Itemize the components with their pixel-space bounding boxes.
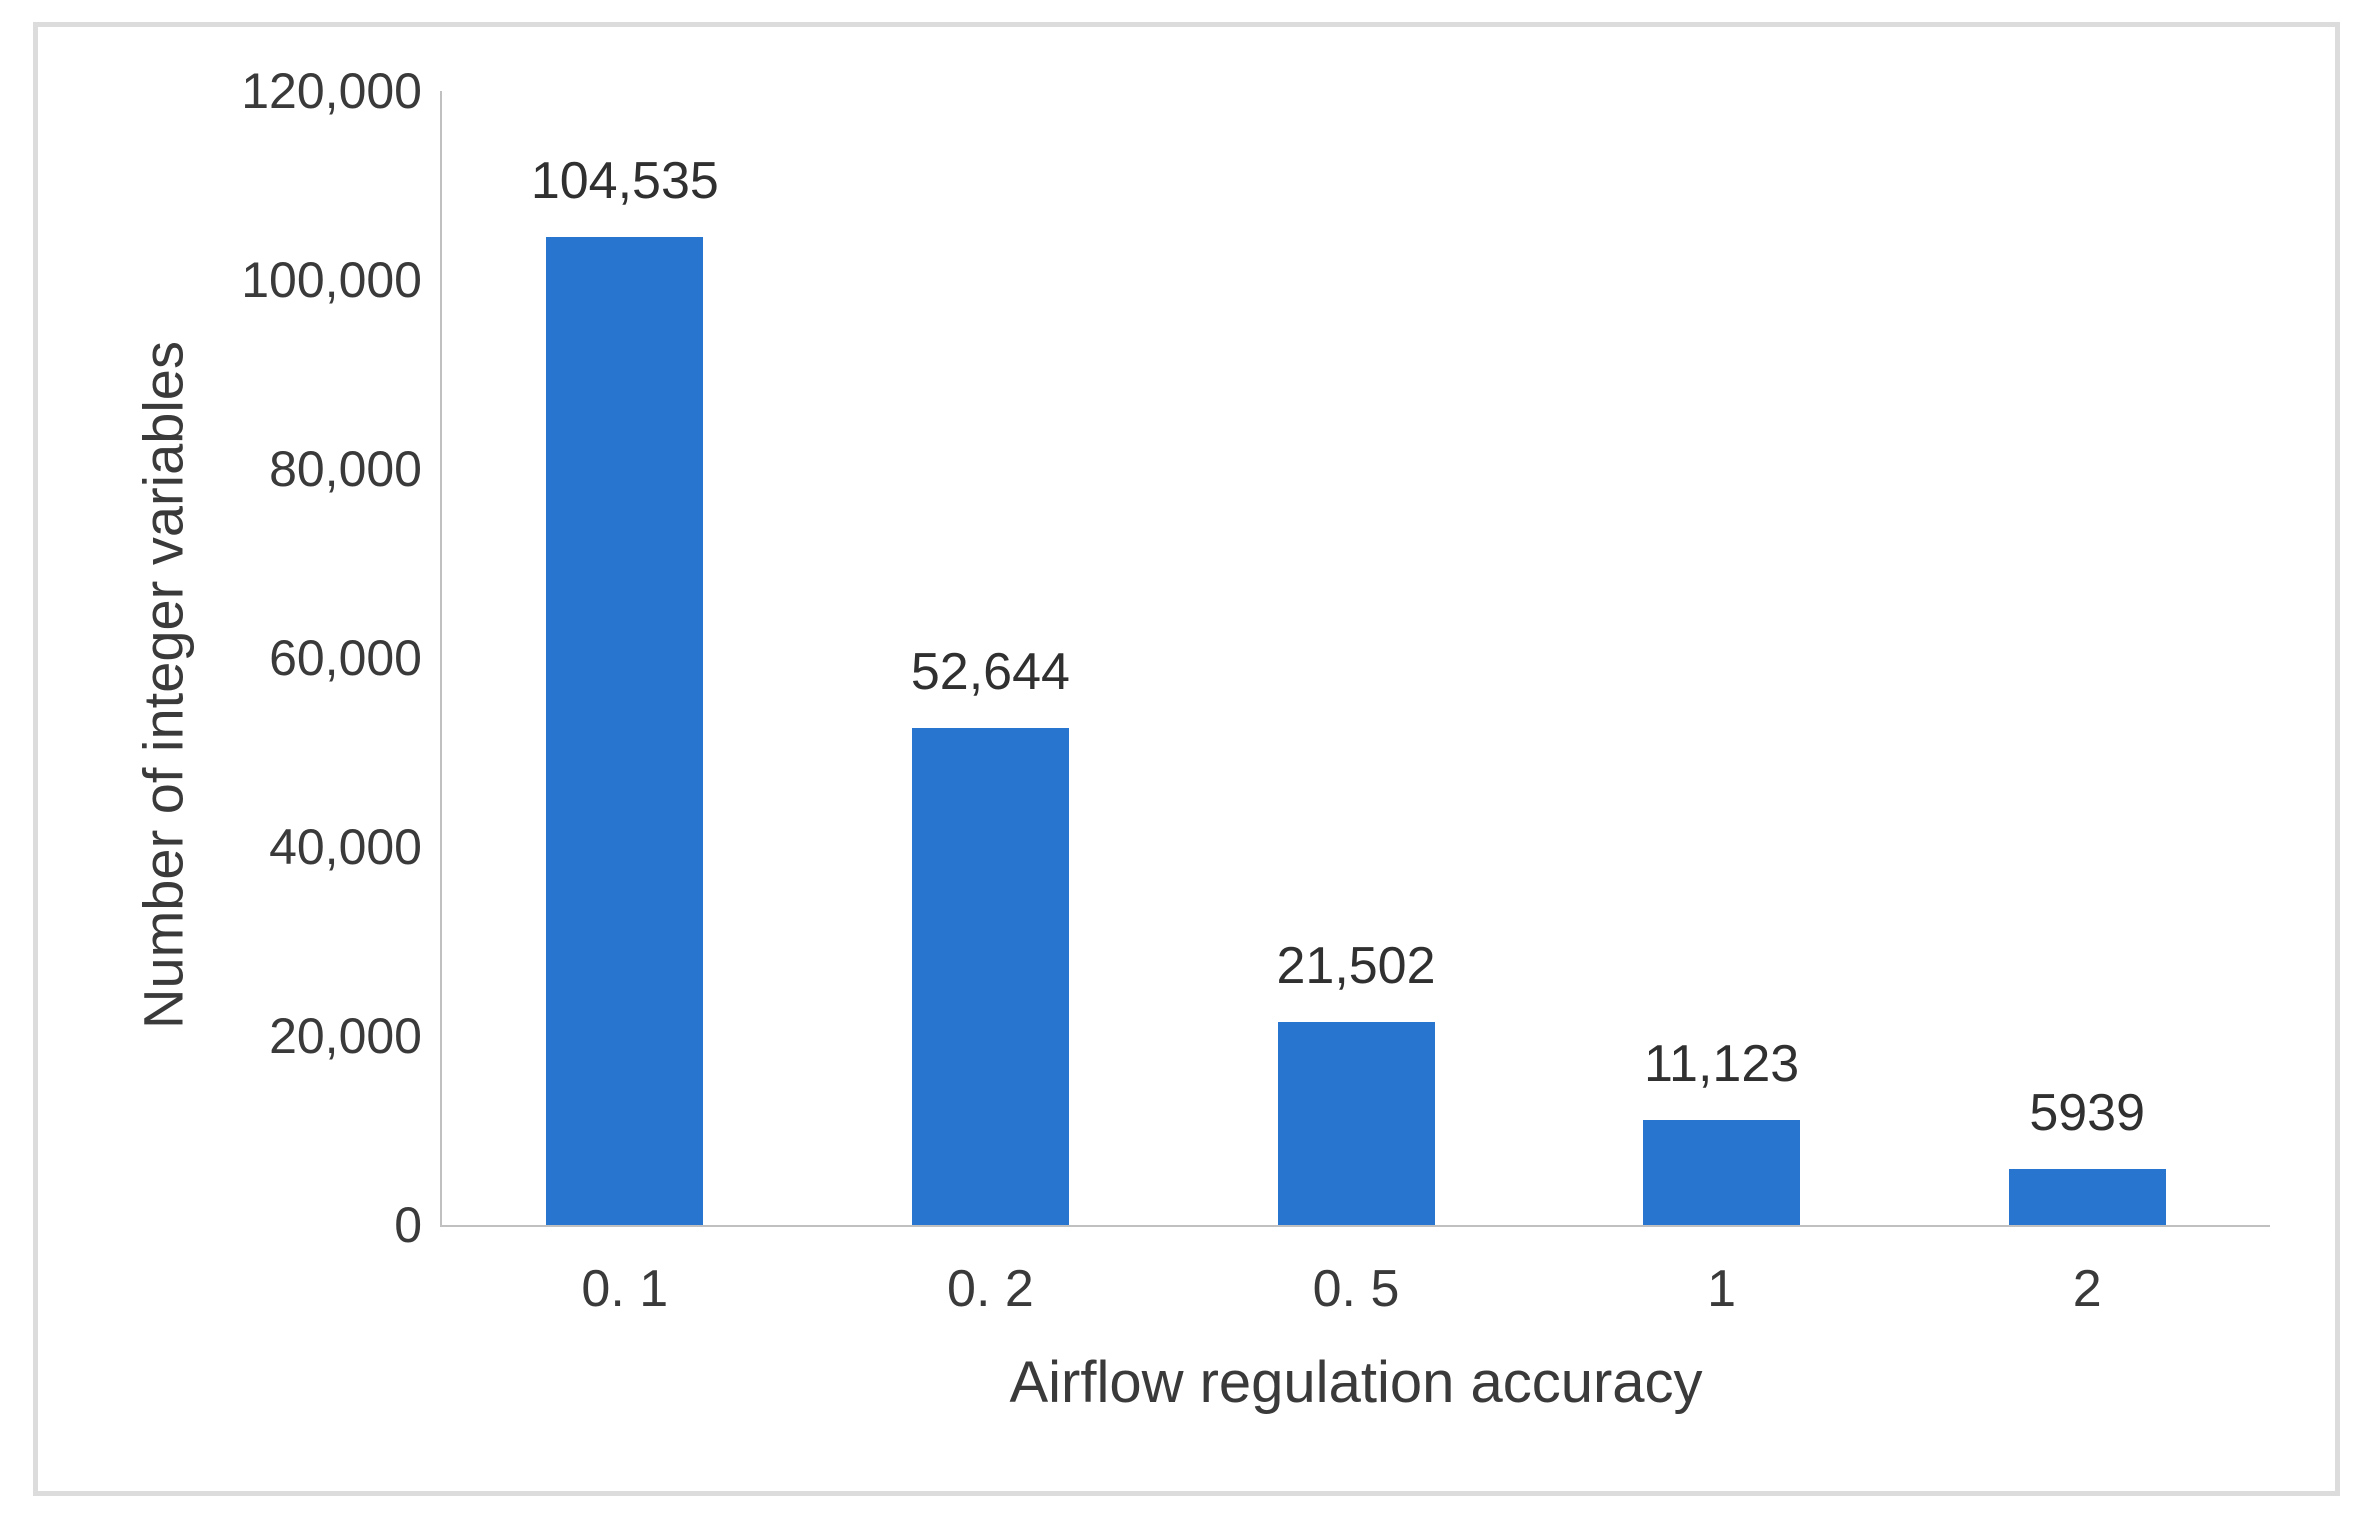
y-tick-label: 80,000 [269, 441, 422, 497]
y-axis-tick-labels: 0 20,000 40,000 60,000 80,000 100,000 120,000 [38, 66, 422, 1250]
y-tick-label: 40,000 [269, 819, 422, 875]
bar-value-label: 21,502 [1276, 937, 1436, 995]
bar [911, 728, 1069, 1225]
bar-value-label: 5939 [2029, 1084, 2146, 1142]
y-axis-line [440, 91, 442, 1227]
y-tick-label: 120,000 [241, 63, 422, 119]
x-tick-label: 2 [2072, 1260, 2102, 1318]
bar [2008, 1169, 2166, 1225]
y-tick-label: 0 [394, 1197, 422, 1253]
x-axis-title: Airflow regulation accuracy [1009, 1350, 1703, 1415]
chart-frame: Number of integer variables 0 20,000 40,00… [33, 22, 2340, 1496]
y-tick-label: 100,000 [241, 252, 422, 308]
bar-value-label: 11,123 [1644, 1035, 1800, 1093]
y-tick-label: 20,000 [269, 1008, 422, 1064]
x-tick-label: 0. 5 [1312, 1260, 1400, 1318]
x-axis-line [440, 1225, 2270, 1227]
bar-value-label: 52,644 [910, 643, 1070, 701]
bar [546, 237, 704, 1225]
x-tick-label: 1 [1707, 1260, 1737, 1318]
bar [1277, 1022, 1435, 1225]
bar-value-label: 104,535 [530, 152, 719, 210]
plot-area: 0 20,000 40,000 60,000 80,000 100,000 120,000 … [241, 66, 2270, 1315]
x-tick-label: 0. 1 [581, 1260, 669, 1318]
bar [1643, 1120, 1801, 1225]
y-tick-label: 60,000 [269, 630, 422, 686]
x-tick-label: 0. 2 [947, 1260, 1034, 1318]
